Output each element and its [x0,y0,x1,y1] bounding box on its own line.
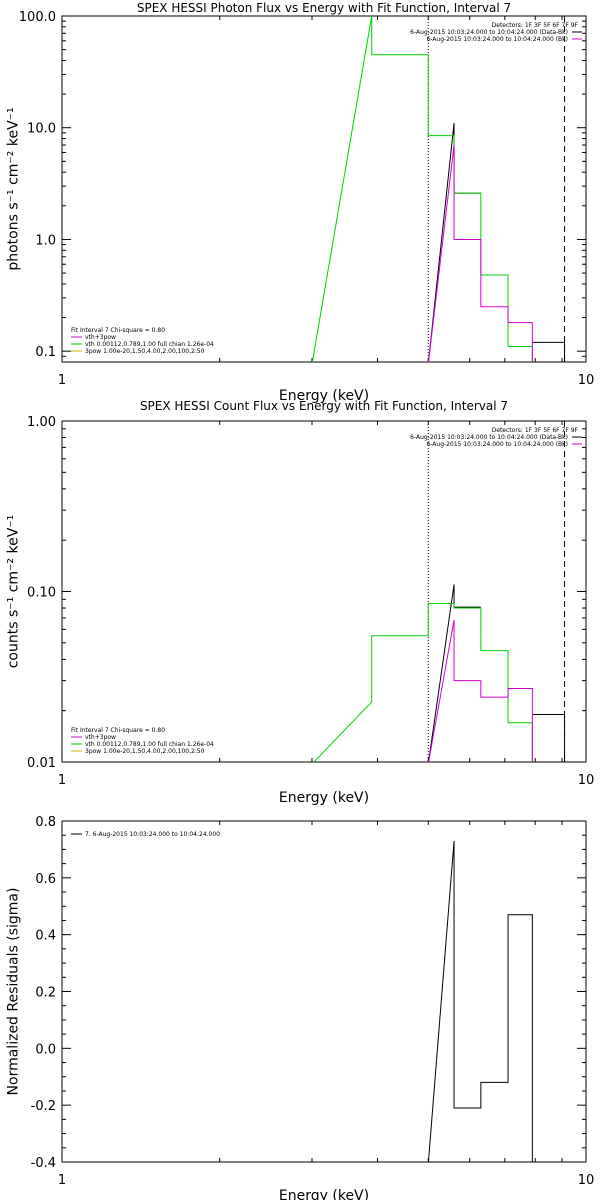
axes-frame [61,15,587,363]
x-tick-label: 10 [578,373,595,388]
axes-frame [61,820,587,1163]
y-tick-label: 0.8 [35,815,56,830]
panel-1: SPEX HESSI Photon Flux vs Energy with Fi… [6,1,595,404]
y-tick-label: -0.4 [31,1156,56,1171]
fit-info-line: vth 0.00112,0.789,1.00 full chian 1.26e-… [85,741,214,748]
legend-entry: 6-Aug-2015 10:03:24.000 to 10:04:24.000 … [426,36,568,43]
x-tick-label: 1 [58,373,66,388]
y-tick-label: 0.10 [27,586,56,601]
series-total [313,603,533,762]
y-tick-label: 1.0 [35,233,56,248]
series-obs [428,584,566,762]
y-tick-label: 0.01 [27,756,56,771]
series-total-line [313,603,533,762]
x-axis-label: Energy (keV) [279,1188,369,1200]
y-tick-label: 0.1 [35,345,56,360]
y-tick-label: 1.00 [27,415,56,430]
series-vth [428,619,533,762]
y-tick-label: 100.0 [19,10,56,25]
y-tick-label: 0.0 [35,1042,56,1057]
series-obs-line [427,840,533,1162]
series-vth-line [428,619,533,762]
x-tick-label: 10 [578,773,595,788]
x-tick-label: 10 [578,1173,595,1188]
series-obs [427,123,566,362]
x-axis-label: Energy (keV) [279,388,369,404]
y-tick-label: 0.6 [35,872,56,887]
fit-info-line: vth+3pow [85,334,116,341]
y-tick-label: 10.0 [27,122,56,137]
series-total-line [311,16,533,362]
series-obs-line [428,584,566,762]
series-vth [427,144,533,362]
y-axis-label: counts s⁻¹ cm⁻² keV⁻¹ [6,515,22,669]
legend-entry: 6-Aug-2015 10:03:24.000 to 10:04:24.000 … [410,434,568,441]
fit-info-line: 3pow 1.00e-20,1.50,4.00,2.00,100,2.50 [85,748,205,755]
y-tick-label: -0.2 [31,1099,56,1114]
chart-title: SPEX HESSI Photon Flux vs Energy with Fi… [137,1,511,15]
y-tick-label: 0.2 [35,986,56,1001]
series-total [311,16,533,362]
legend-entry: 6-Aug-2015 10:03:24.000 to 10:04:24.000 … [410,29,568,36]
fit-info-line: Fit Interval 7 Chi-square = 0.80 [71,727,165,734]
fit-info-line: 3pow 1.00e-20,1.50,4.00,2.00,100,2.50 [85,348,205,355]
series-obs-line [427,123,566,362]
panel-2: SPEX HESSI Count Flux vs Energy with Fit… [6,399,595,806]
fit-info-line: vth+3pow [85,734,116,741]
legend-entry: Detectors: 1F 3F 5F 6F 7F 9F [492,22,579,29]
fit-info-line: vth 0.00112,0.789,1.00 full chian 1.26e-… [85,341,214,348]
x-tick-label: 1 [58,1173,66,1188]
series-vth-line [427,144,533,362]
chart-title: SPEX HESSI Count Flux vs Energy with Fit… [140,399,508,413]
y-tick-label: 0.4 [35,929,56,944]
legend-entry: Detectors: 1F 3F 5F 6F 7F 9F [492,427,579,434]
x-axis-label: Energy (keV) [279,790,369,806]
y-axis-label: Normalized Residuals (sigma) [6,888,22,1096]
y-axis-label: photons s⁻¹ cm⁻² keV⁻¹ [6,107,22,270]
x-tick-label: 1 [58,773,66,788]
panel-3: 1 10 -0.4 -0.2 0.0 0.2 0.4 0.6 0.8 Energy (keV) No… [6,815,595,1200]
fit-info-line: Fit Interval 7 Chi-square = 0.80 [71,327,165,334]
series-obs [427,840,533,1162]
fit-info-line: 7. 6-Aug-2015 10:03:24.000 to 10:04:24.0… [85,831,220,838]
axes-frame [61,420,587,763]
legend-entry: 6-Aug-2015 10:03:24.000 to 10:04:24.000 … [426,441,568,448]
